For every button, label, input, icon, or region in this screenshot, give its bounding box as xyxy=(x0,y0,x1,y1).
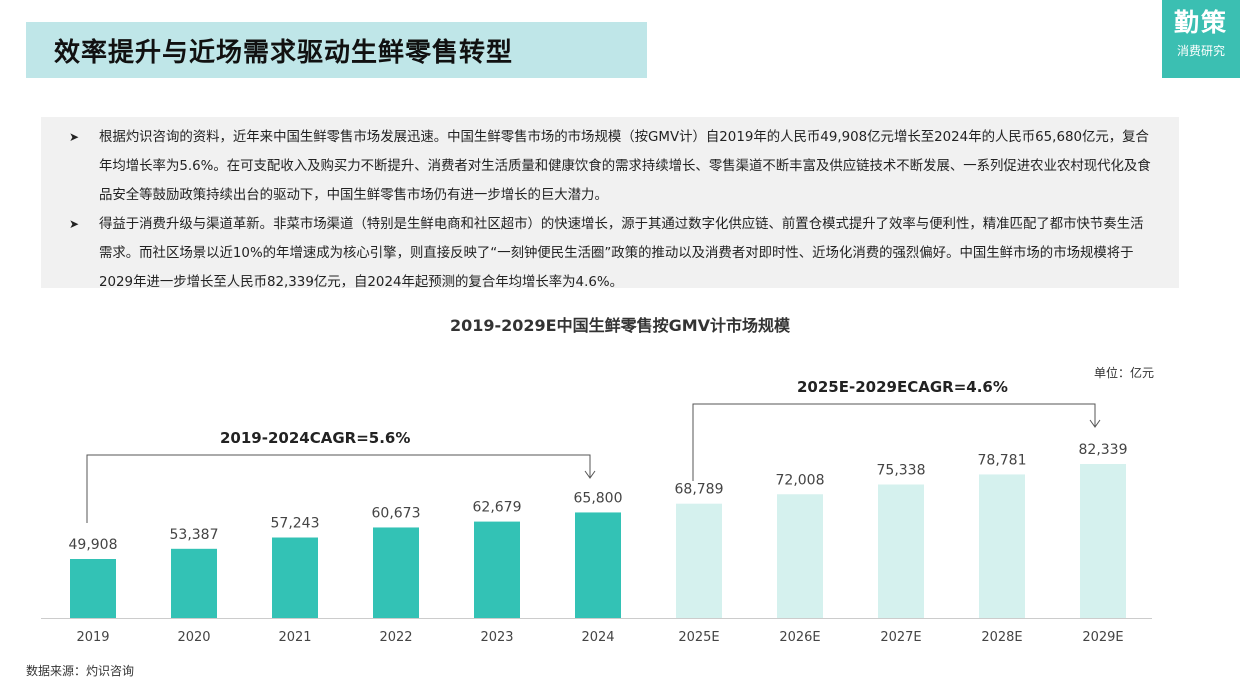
source-note: 数据来源：灼识咨询 xyxy=(26,664,135,678)
x-tick-label: 2021 xyxy=(278,630,311,645)
bar xyxy=(70,559,116,618)
data-label: 68,789 xyxy=(675,482,724,498)
cagr-label: 2025E-2029ECAGR=4.6% xyxy=(797,378,1008,396)
bar xyxy=(171,548,217,618)
brand-logo-sub: 消费研究 xyxy=(1176,44,1225,58)
data-label: 57,243 xyxy=(271,516,320,532)
data-label: 53,387 xyxy=(170,527,219,543)
data-label: 82,339 xyxy=(1079,442,1128,458)
bar xyxy=(676,503,722,618)
bar xyxy=(373,527,419,618)
x-tick-label: 2027E xyxy=(880,630,921,645)
x-tick-label: 2028E xyxy=(981,630,1022,645)
x-tick-label: 2026E xyxy=(779,630,820,645)
bar xyxy=(272,537,318,618)
unit-label: 单位：亿元 xyxy=(1094,366,1155,380)
chart-title: 2019-2029E中国生鲜零售按GMV计市场规模 xyxy=(449,316,791,335)
cagr-bracket xyxy=(692,403,1096,481)
x-tick-label: 2029E xyxy=(1082,630,1123,645)
brand-logo: 勤策 消费研究 xyxy=(1162,0,1240,78)
x-tick-label: 2025E xyxy=(678,630,719,645)
title-banner: 效率提升与近场需求驱动生鲜零售转型 xyxy=(26,22,647,78)
bar xyxy=(474,521,520,618)
brand-logo-main: 勤策 xyxy=(1173,8,1228,37)
x-tick-label: 2022 xyxy=(379,630,412,645)
summary-box: ➤ 根据灼识咨询的资料，近年来中国生鲜零售市场发展迅速。中国生鲜零售市场的市场规… xyxy=(41,117,1179,290)
data-label: 78,781 xyxy=(978,452,1027,468)
data-label: 75,338 xyxy=(877,463,926,479)
arrow-down-icon xyxy=(1089,419,1101,428)
data-label: 49,908 xyxy=(69,537,118,553)
summary-bullet-text: 得益于消费升级与渠道革新。非菜市场渠道（特别是生鲜电商和社区超市）的快速增长，源… xyxy=(99,217,1144,290)
data-label: 60,673 xyxy=(372,505,421,521)
cagr-label: 2019-2024CAGR=5.6% xyxy=(220,429,410,447)
x-tick-label: 2019 xyxy=(76,630,109,645)
summary-bullet: ➤ 根据灼识咨询的资料，近年来中国生鲜零售市场发展迅速。中国生鲜零售市场的市场规… xyxy=(69,123,1151,210)
x-tick-label: 2023 xyxy=(480,630,513,645)
summary-bullet-text: 根据灼识咨询的资料，近年来中国生鲜零售市场发展迅速。中国生鲜零售市场的市场规模（… xyxy=(99,130,1151,203)
arrow-right-icon: ➤ xyxy=(69,130,80,144)
x-tick-label: 2020 xyxy=(177,630,210,645)
summary-bullet: ➤ 得益于消费升级与渠道革新。非菜市场渠道（特别是生鲜电商和社区超市）的快速增长… xyxy=(69,210,1151,297)
cagr-bracket xyxy=(86,454,591,523)
arrow-right-icon: ➤ xyxy=(69,217,80,231)
bar xyxy=(979,474,1025,618)
data-label: 62,679 xyxy=(473,500,522,516)
bar xyxy=(1080,464,1126,618)
data-label: 72,008 xyxy=(776,472,825,488)
x-tick-label: 2024 xyxy=(581,630,614,645)
bar xyxy=(777,494,823,618)
data-label: 65,800 xyxy=(574,490,623,506)
bar xyxy=(575,512,621,618)
bar xyxy=(878,484,924,618)
page-title: 效率提升与近场需求驱动生鲜零售转型 xyxy=(54,37,514,68)
arrow-down-icon xyxy=(584,470,596,479)
